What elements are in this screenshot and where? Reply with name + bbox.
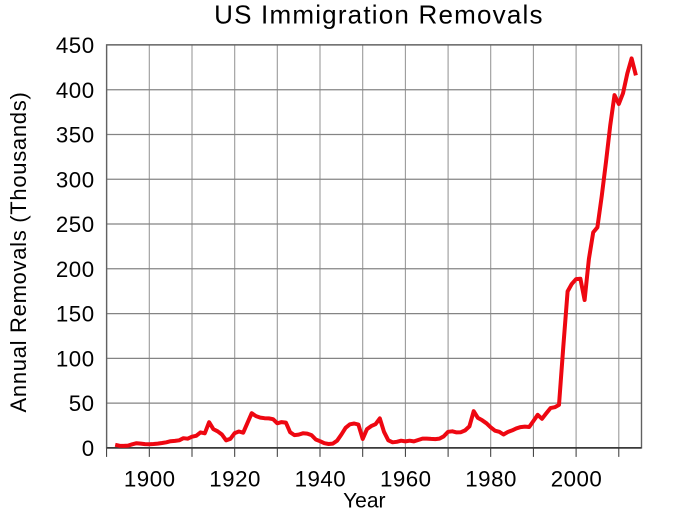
svg-text:50: 50 [69, 391, 95, 416]
svg-text:1940: 1940 [295, 466, 347, 491]
svg-text:Year: Year [343, 490, 385, 512]
svg-text:0: 0 [82, 436, 95, 461]
svg-text:300: 300 [56, 167, 95, 192]
svg-text:1900: 1900 [124, 466, 176, 491]
svg-text:100: 100 [56, 346, 95, 371]
svg-text:200: 200 [56, 257, 95, 282]
svg-text:250: 250 [56, 212, 95, 237]
svg-text:US Immigration Removals: US Immigration Removals [214, 0, 544, 30]
svg-text:150: 150 [56, 302, 95, 327]
svg-text:350: 350 [56, 123, 95, 148]
svg-text:1920: 1920 [209, 466, 261, 491]
svg-text:1960: 1960 [380, 466, 432, 491]
svg-text:400: 400 [56, 78, 95, 103]
svg-text:450: 450 [56, 33, 95, 58]
svg-text:1980: 1980 [465, 466, 517, 491]
svg-text:2000: 2000 [551, 466, 603, 491]
svg-text:Annual Removals (Thousands): Annual Removals (Thousands) [6, 92, 31, 413]
